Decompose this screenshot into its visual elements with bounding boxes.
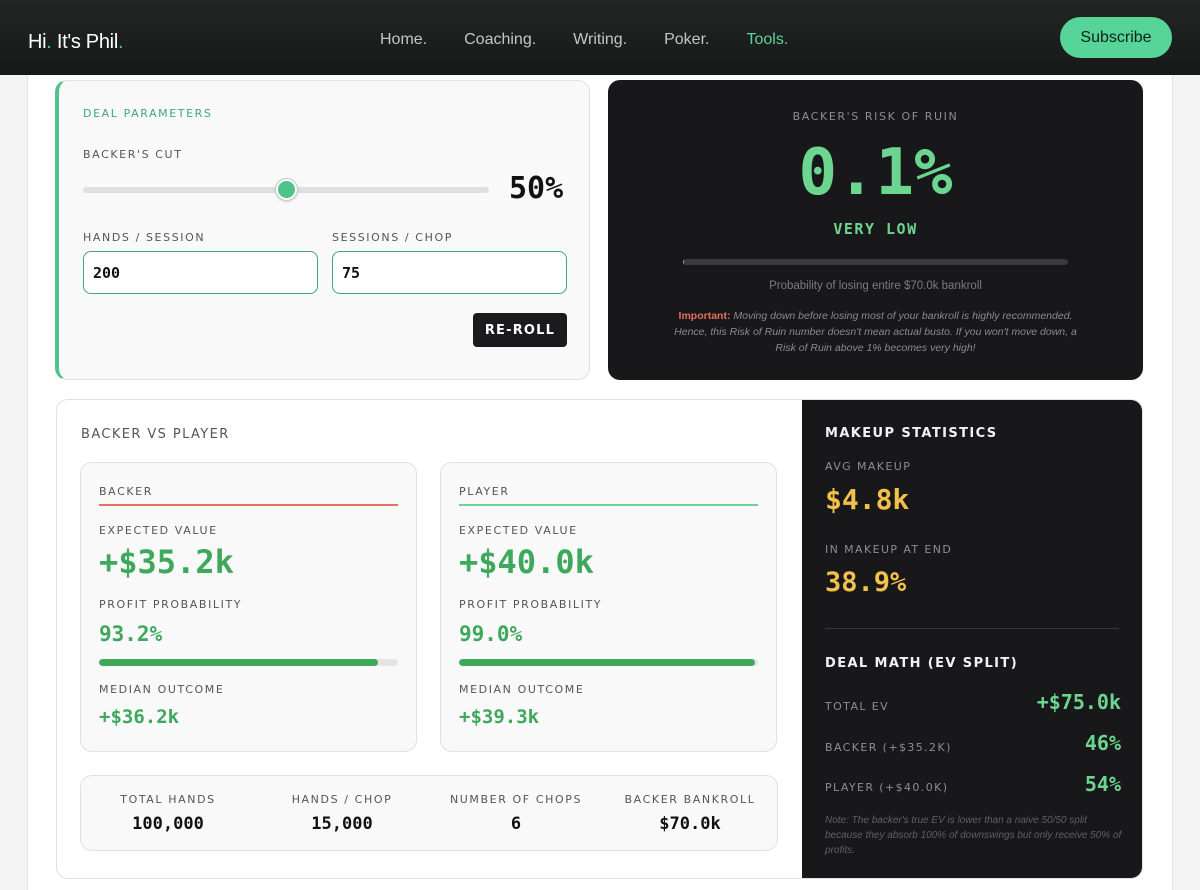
risk-of-ruin-bar — [683, 259, 1068, 265]
player-pp-bar-fill — [459, 659, 755, 666]
in-makeup-end-value: 38.9% — [825, 567, 907, 598]
risk-of-ruin-note: Important: Moving down before losing mos… — [670, 308, 1081, 356]
backer-heading: BACKER — [99, 485, 153, 498]
player-ev-value: +$40.0k — [459, 543, 594, 581]
hands-session-input[interactable] — [83, 251, 318, 294]
backers-cut-slider[interactable] — [83, 179, 489, 200]
backer-pp-bar — [99, 659, 398, 666]
backer-ev-label: EXPECTED VALUE — [99, 524, 218, 537]
totals-bar: TOTAL HANDS 100,000 HANDS / CHOP 15,000 … — [80, 775, 778, 851]
backer-split-value: 46% — [1084, 731, 1121, 755]
brand-logo[interactable]: Hi. It's Phil. — [28, 31, 124, 54]
stat-value: $70.0k — [659, 814, 721, 834]
deal-parameters-title: DEAL PARAMETERS — [83, 107, 213, 120]
risk-of-ruin-value: 0.1% — [798, 136, 953, 210]
number-of-chops-stat: NUMBER OF CHOPS 6 — [429, 776, 603, 852]
player-median-label: MEDIAN OUTCOME — [459, 683, 585, 696]
total-hands-stat: TOTAL HANDS 100,000 — [81, 776, 255, 852]
deal-math-note: Note: The backer's true EV is lower than… — [825, 815, 1122, 856]
note-important-label: Important: — [678, 310, 731, 322]
backer-rule — [99, 504, 398, 506]
stat-label: TOTAL HANDS — [120, 793, 216, 806]
backer-split-label: BACKER (+$35.2K) — [825, 741, 952, 754]
player-heading: PLAYER — [459, 485, 510, 498]
sessions-chop-label: SESSIONS / CHOP — [332, 231, 453, 244]
total-ev-value: +$75.0k — [1036, 690, 1121, 714]
stat-value: 100,000 — [132, 814, 204, 834]
stat-value: 6 — [510, 814, 522, 834]
player-pp-value: 99.0% — [459, 622, 523, 646]
sessions-chop-input[interactable] — [332, 251, 567, 294]
makeup-statistics-panel: MAKEUP STATISTICS AVG MAKEUP $4.8k IN MA… — [802, 400, 1142, 878]
brand-text: Hi. It's Phil. — [28, 31, 124, 53]
nav-link-home[interactable]: Home. — [380, 31, 428, 48]
backer-vs-player-section: BACKER VS PLAYER BACKER EXPECTED VALUE +… — [56, 399, 1143, 879]
backer-median-value: +$36.2k — [99, 706, 180, 728]
player-ev-label: EXPECTED VALUE — [459, 524, 578, 537]
hands-session-label: HANDS / SESSION — [83, 231, 206, 244]
player-pp-label: PROFIT PROBABILITY — [459, 598, 603, 611]
risk-of-ruin-description: Probability of losing entire $70.0k bank… — [769, 280, 982, 292]
player-pp-bar — [459, 659, 758, 666]
deal-math-title: DEAL MATH (EV SPLIT) — [825, 656, 1019, 671]
total-ev-label: TOTAL EV — [825, 700, 890, 713]
in-makeup-end-label: IN MAKEUP AT END — [825, 543, 953, 556]
risk-of-ruin-label: BACKER'S RISK OF RUIN — [792, 110, 959, 123]
nav-links: Home. Coaching. Writing. Poker. Tools. — [380, 31, 788, 49]
player-median-value: +$39.3k — [459, 706, 540, 728]
player-card: PLAYER EXPECTED VALUE +$40.0k PROFIT PRO… — [440, 462, 777, 752]
backer-bankroll-stat: BACKER BANKROLL $70.0k — [603, 776, 777, 852]
risk-of-ruin-card: BACKER'S RISK OF RUIN 0.1% VERY LOW Prob… — [608, 80, 1143, 380]
slider-fill — [83, 187, 286, 193]
avg-makeup-value: $4.8k — [825, 483, 910, 516]
backer-card: BACKER EXPECTED VALUE +$35.2k PROFIT PRO… — [80, 462, 417, 752]
stat-label: BACKER BANKROLL — [624, 793, 756, 806]
nav-link-writing[interactable]: Writing. — [573, 31, 628, 48]
player-split-label: PLAYER (+$40.0K) — [825, 781, 949, 794]
subscribe-button[interactable]: Subscribe — [1060, 17, 1172, 58]
note-text: Moving down before losing most of your b… — [674, 310, 1077, 354]
backer-median-label: MEDIAN OUTCOME — [99, 683, 225, 696]
avg-makeup-label: AVG MAKEUP — [825, 460, 912, 473]
player-rule — [459, 504, 758, 506]
reroll-button[interactable]: RE-ROLL — [473, 313, 567, 347]
nav-link-tools[interactable]: Tools. — [746, 31, 789, 48]
player-split-value: 54% — [1084, 772, 1121, 796]
hands-per-chop-stat: HANDS / CHOP 15,000 — [255, 776, 429, 852]
slider-thumb[interactable] — [276, 179, 297, 200]
stat-label: NUMBER OF CHOPS — [449, 793, 583, 806]
backers-cut-value: 50% — [509, 171, 564, 206]
makeup-divider — [825, 628, 1119, 629]
backers-cut-label: BACKER'S CUT — [83, 148, 183, 161]
stat-label: HANDS / CHOP — [291, 793, 393, 806]
backer-vs-player-title: BACKER VS PLAYER — [81, 427, 230, 442]
backer-pp-label: PROFIT PROBABILITY — [99, 598, 243, 611]
risk-level: VERY LOW — [833, 220, 918, 238]
makeup-statistics-title: MAKEUP STATISTICS — [825, 426, 998, 441]
deal-parameters-card: DEAL PARAMETERS BACKER'S CUT 50% HANDS /… — [55, 80, 590, 380]
backer-pp-value: 93.2% — [99, 622, 163, 646]
stat-value: 15,000 — [311, 814, 373, 834]
nav-link-coaching[interactable]: Coaching. — [464, 31, 537, 48]
nav-link-poker[interactable]: Poker. — [664, 31, 710, 48]
backer-pp-bar-fill — [99, 659, 378, 666]
backer-ev-value: +$35.2k — [99, 543, 234, 581]
top-nav: Hi. It's Phil. Home. Coaching. Writing. … — [0, 0, 1200, 75]
